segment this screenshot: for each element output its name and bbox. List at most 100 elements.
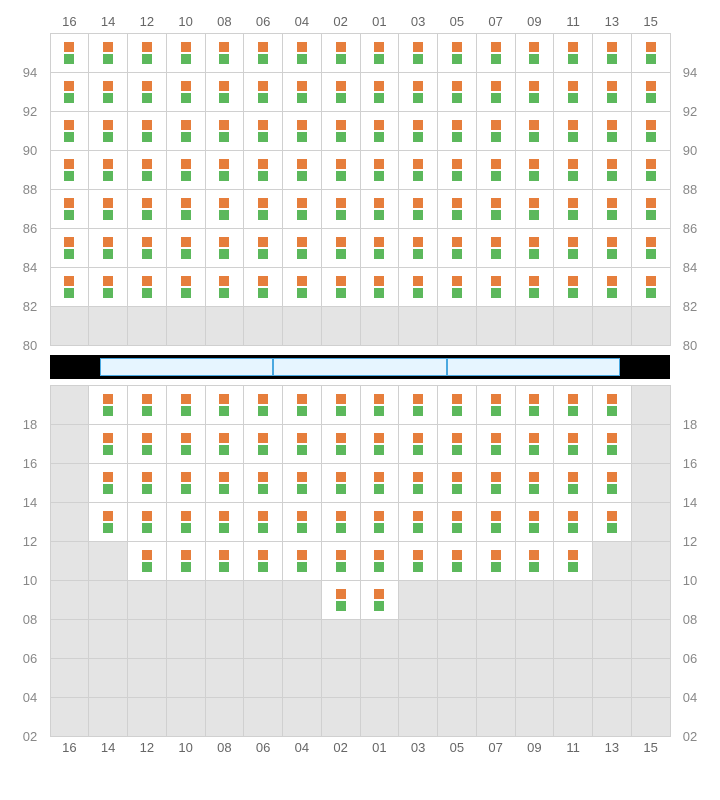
seat-cell[interactable] (205, 463, 245, 503)
seat-cell[interactable] (127, 502, 167, 542)
seat-cell[interactable] (127, 541, 167, 581)
seat-cell[interactable] (398, 385, 438, 425)
seat-cell[interactable] (127, 72, 167, 112)
seat-cell[interactable] (360, 111, 400, 151)
seat-cell[interactable] (50, 189, 90, 229)
seat-cell[interactable] (360, 228, 400, 268)
seat-cell[interactable] (437, 502, 477, 542)
seat-cell[interactable] (631, 72, 671, 112)
seat-cell[interactable] (243, 228, 283, 268)
seat-cell[interactable] (515, 424, 555, 464)
seat-cell[interactable] (166, 111, 206, 151)
seat-cell[interactable] (127, 111, 167, 151)
seat-cell[interactable] (515, 228, 555, 268)
seat-cell[interactable] (243, 502, 283, 542)
seat-cell[interactable] (360, 267, 400, 307)
seat-cell[interactable] (50, 33, 90, 73)
seat-cell[interactable] (50, 111, 90, 151)
seat-cell[interactable] (321, 463, 361, 503)
seat-cell[interactable] (515, 541, 555, 581)
seat-cell[interactable] (205, 541, 245, 581)
seat-cell[interactable] (515, 72, 555, 112)
seat-cell[interactable] (205, 111, 245, 151)
seat-cell[interactable] (360, 541, 400, 581)
seat-cell[interactable] (127, 463, 167, 503)
seat-cell[interactable] (205, 267, 245, 307)
seat-cell[interactable] (437, 189, 477, 229)
seat-cell[interactable] (360, 580, 400, 620)
seat-cell[interactable] (282, 33, 322, 73)
seat-cell[interactable] (360, 189, 400, 229)
seat-cell[interactable] (631, 228, 671, 268)
seat-cell[interactable] (88, 463, 128, 503)
seat-cell[interactable] (476, 424, 516, 464)
seat-cell[interactable] (243, 463, 283, 503)
seat-cell[interactable] (50, 150, 90, 190)
seat-cell[interactable] (282, 502, 322, 542)
seat-cell[interactable] (437, 385, 477, 425)
seat-cell[interactable] (205, 502, 245, 542)
seat-cell[interactable] (476, 502, 516, 542)
seat-cell[interactable] (166, 385, 206, 425)
seat-cell[interactable] (476, 33, 516, 73)
seat-cell[interactable] (592, 228, 632, 268)
seat-cell[interactable] (553, 111, 593, 151)
seat-cell[interactable] (476, 189, 516, 229)
seat-cell[interactable] (515, 385, 555, 425)
seat-cell[interactable] (205, 228, 245, 268)
seat-cell[interactable] (592, 33, 632, 73)
seat-cell[interactable] (282, 541, 322, 581)
seat-cell[interactable] (437, 150, 477, 190)
seat-cell[interactable] (88, 502, 128, 542)
seat-cell[interactable] (360, 33, 400, 73)
seat-cell[interactable] (88, 150, 128, 190)
seat-cell[interactable] (166, 541, 206, 581)
seat-cell[interactable] (476, 463, 516, 503)
seat-cell[interactable] (515, 502, 555, 542)
seat-cell[interactable] (321, 33, 361, 73)
seat-cell[interactable] (437, 111, 477, 151)
seat-cell[interactable] (50, 72, 90, 112)
seat-cell[interactable] (88, 267, 128, 307)
seat-cell[interactable] (553, 267, 593, 307)
seat-cell[interactable] (592, 385, 632, 425)
seat-cell[interactable] (631, 111, 671, 151)
seat-cell[interactable] (166, 33, 206, 73)
seat-cell[interactable] (243, 111, 283, 151)
seat-cell[interactable] (553, 189, 593, 229)
seat-cell[interactable] (476, 111, 516, 151)
seat-cell[interactable] (205, 150, 245, 190)
seat-cell[interactable] (398, 33, 438, 73)
seat-cell[interactable] (205, 189, 245, 229)
seat-cell[interactable] (515, 267, 555, 307)
seat-cell[interactable] (321, 150, 361, 190)
seat-cell[interactable] (243, 150, 283, 190)
seat-cell[interactable] (398, 228, 438, 268)
seat-cell[interactable] (476, 267, 516, 307)
seat-cell[interactable] (515, 111, 555, 151)
seat-cell[interactable] (166, 424, 206, 464)
seat-cell[interactable] (243, 267, 283, 307)
seat-cell[interactable] (553, 228, 593, 268)
seat-cell[interactable] (437, 228, 477, 268)
seat-cell[interactable] (437, 33, 477, 73)
seat-cell[interactable] (321, 111, 361, 151)
seat-cell[interactable] (321, 385, 361, 425)
seat-cell[interactable] (553, 385, 593, 425)
seat-cell[interactable] (243, 424, 283, 464)
seat-cell[interactable] (88, 33, 128, 73)
seat-cell[interactable] (360, 463, 400, 503)
seat-cell[interactable] (166, 463, 206, 503)
seat-cell[interactable] (515, 150, 555, 190)
seat-cell[interactable] (282, 189, 322, 229)
seat-cell[interactable] (398, 189, 438, 229)
seat-cell[interactable] (166, 189, 206, 229)
seat-cell[interactable] (476, 72, 516, 112)
seat-cell[interactable] (243, 72, 283, 112)
seat-cell[interactable] (437, 72, 477, 112)
seat-cell[interactable] (398, 150, 438, 190)
seat-cell[interactable] (515, 463, 555, 503)
seat-cell[interactable] (321, 72, 361, 112)
seat-cell[interactable] (321, 580, 361, 620)
seat-cell[interactable] (127, 228, 167, 268)
